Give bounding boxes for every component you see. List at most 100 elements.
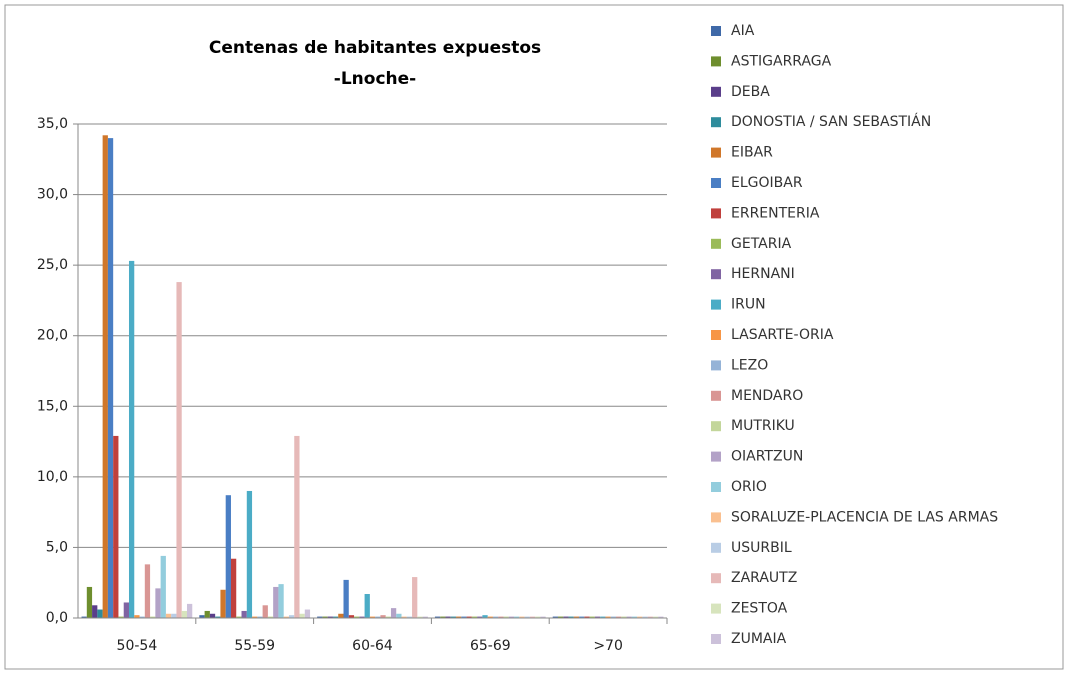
bar [176, 282, 182, 618]
bar [215, 616, 221, 618]
bar [610, 616, 617, 618]
bar [343, 579, 349, 618]
bar [579, 616, 585, 618]
bar [144, 564, 151, 618]
bar [317, 616, 323, 618]
bar [600, 616, 606, 618]
bar [482, 615, 488, 618]
legend-label: ERRENTERIA [731, 205, 820, 221]
bar [273, 586, 279, 618]
x-tick-label: 60-64 [352, 638, 393, 654]
bar [150, 616, 156, 618]
bar [621, 616, 627, 618]
bar [492, 616, 499, 618]
legend-swatch [711, 86, 721, 97]
bar [354, 616, 360, 618]
bar [487, 616, 493, 618]
bar [283, 616, 289, 618]
bar [97, 609, 103, 618]
bar [401, 616, 407, 618]
bar [498, 616, 504, 618]
bar [519, 616, 525, 618]
bar [128, 260, 135, 618]
legend-label: ELGOIBAR [731, 175, 803, 191]
legend-swatch [711, 421, 721, 432]
bar [262, 605, 268, 618]
bar [642, 616, 648, 618]
bar [165, 613, 172, 618]
bar [440, 616, 446, 618]
bar [594, 616, 601, 618]
bar [456, 616, 462, 618]
legend-label: ZARAUTZ [731, 570, 797, 586]
legend-swatch [711, 451, 721, 462]
bar [529, 616, 536, 618]
bar [450, 616, 457, 618]
bar [294, 435, 300, 618]
bar [422, 616, 428, 618]
legend-label: ZUMAIA [731, 631, 787, 647]
bar [568, 616, 574, 618]
legend-swatch [711, 603, 721, 614]
legend-swatch [711, 269, 721, 280]
bar [406, 616, 413, 618]
bar [155, 588, 161, 618]
bar [647, 616, 653, 618]
bar [375, 616, 381, 618]
bar [252, 616, 258, 618]
bar [412, 577, 418, 618]
legend-swatch [711, 512, 721, 523]
bar [471, 616, 478, 618]
legend-label: LASARTE-ORIA [731, 327, 834, 343]
legend-label: AIA [731, 23, 755, 39]
x-tick-label: >70 [593, 638, 623, 654]
y-tick-label: 20,0 [37, 328, 68, 344]
chart-title: Centenas de habitantes expuestos [209, 38, 541, 58]
bar [257, 616, 263, 618]
bar [524, 616, 530, 618]
bar [118, 616, 124, 618]
bar [299, 613, 305, 618]
bar [584, 616, 590, 618]
bar [514, 616, 520, 618]
legend-label: DONOSTIA / SAN SEBASTIÁN [731, 113, 931, 130]
legend-label: USURBIL [731, 540, 792, 556]
y-tick-label: 15,0 [37, 398, 68, 414]
y-tick-label: 0,0 [46, 610, 68, 626]
bar [589, 616, 595, 618]
bar [348, 615, 355, 618]
x-tick-label: 50-54 [117, 638, 158, 654]
bar [417, 616, 423, 618]
bar [540, 616, 546, 618]
bar [616, 616, 622, 618]
legend-label: MUTRIKU [731, 418, 795, 434]
bar [209, 613, 216, 618]
y-tick-label: 30,0 [37, 187, 68, 203]
y-tick-label: 5,0 [46, 539, 68, 555]
bar [626, 616, 632, 618]
legend-label: ZESTOA [731, 601, 788, 617]
bar [267, 616, 274, 618]
legend-swatch [711, 117, 721, 128]
bar [181, 610, 187, 618]
bar [477, 616, 483, 618]
bar [390, 608, 397, 618]
legend-swatch [711, 299, 721, 310]
bar [369, 616, 376, 618]
bar [637, 616, 643, 618]
x-tick-label: 55-59 [234, 638, 275, 654]
bar [332, 616, 339, 618]
legend-label: LEZO [731, 357, 768, 373]
legend-label: MENDARO [731, 388, 803, 404]
bar [186, 603, 193, 618]
bar [160, 555, 166, 618]
y-tick-label: 25,0 [37, 257, 68, 273]
bar [535, 616, 541, 618]
legend-swatch [711, 238, 721, 249]
legend-swatch [711, 573, 721, 584]
bar [658, 616, 664, 618]
bar [230, 558, 237, 618]
legend-label: HERNANI [731, 266, 795, 282]
legend-swatch [711, 178, 721, 188]
